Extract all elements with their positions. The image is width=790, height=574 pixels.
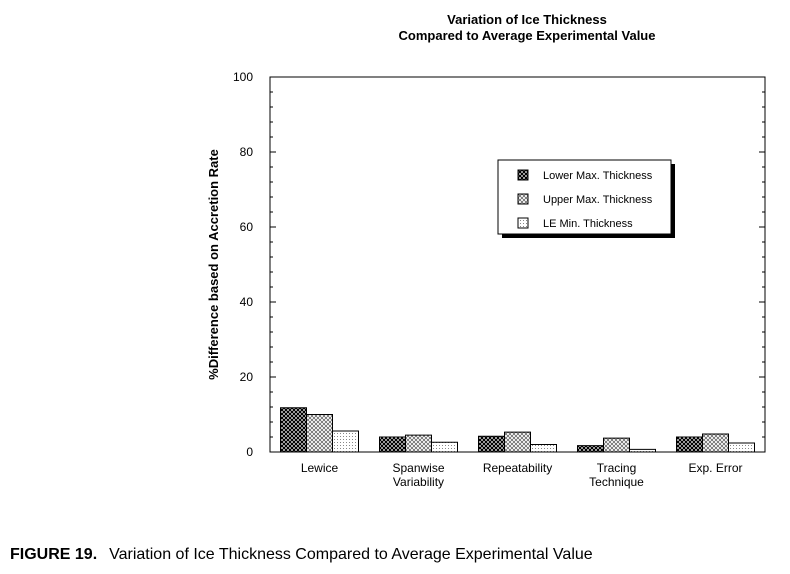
x-category-label: Technique [589,475,644,489]
x-category-label: Repeatability [483,461,552,475]
legend: Lower Max. Thickness Upper Max. Thickness… [497,159,675,238]
bar [280,407,307,453]
bar [577,445,604,453]
x-category-label: Variability [393,475,444,489]
legend-label: Upper Max. Thickness [543,194,653,206]
figure-caption: FIGURE 19. Variation of Ice Thickness Com… [10,546,593,564]
y-tick-label: 0 [246,445,253,459]
bar [728,442,755,453]
bars [280,407,755,453]
x-category-label: Tracing [597,461,637,475]
legend-label: Lower Max. Thickness [543,170,653,182]
legend-swatch [517,217,529,229]
y-tick-label: 20 [240,370,254,384]
x-category-label: Exp. Error [688,461,742,475]
legend-swatch [517,193,529,205]
figure-caption-text: Variation of Ice Thickness Compared to A… [109,546,593,563]
y-tick-label: 80 [240,145,254,159]
chart-title-line: Variation of Ice Thickness [447,12,607,27]
plot-axes: 0 20 40 60 80 100 [233,70,766,459]
x-category-label: Spanwise [392,461,444,475]
bar [478,435,505,453]
y-tick-label: 60 [240,220,254,234]
y-tick-label: 40 [240,295,254,309]
bar [379,436,406,453]
figure-label: FIGURE 19. [10,546,98,563]
bar [530,444,557,453]
y-tick-label: 100 [233,70,253,84]
y-axis-title: %Difference based on Accretion Rate [206,149,221,380]
x-category-label: Lewice [301,461,339,475]
bar [504,431,531,453]
bar [603,437,630,453]
bar [629,448,656,453]
chart-title-line: Compared to Average Experimental Value [399,28,656,43]
bar [306,414,333,453]
bar [332,430,359,453]
bar [702,433,729,453]
y-axis-label: %Difference based on Accretion Rate [206,149,221,380]
bar [405,434,432,453]
legend-label: LE Min. Thickness [543,218,633,230]
bar [431,441,458,453]
bar [676,436,703,453]
plot-frame [269,76,766,453]
legend-swatch [517,169,529,181]
